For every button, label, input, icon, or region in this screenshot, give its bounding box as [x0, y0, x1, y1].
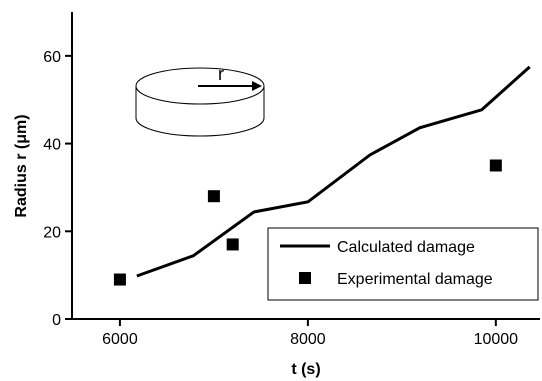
x-tick-label: 6000 — [102, 331, 138, 348]
y-tick-label: 20 — [43, 224, 61, 241]
legend: Calculated damage Experimental damage — [267, 227, 539, 301]
inset-cylinder: r — [135, 64, 265, 137]
y-tick-label: 40 — [43, 137, 61, 154]
y-axis-label: Radius r (μm) — [13, 114, 30, 217]
x-tick-label: 8000 — [290, 331, 326, 348]
data-point — [489, 159, 502, 172]
data-point — [207, 190, 220, 203]
legend-swatch — [299, 272, 311, 284]
data-line — [136, 65, 531, 278]
inset-label: r — [218, 64, 224, 84]
legend-box — [267, 227, 539, 301]
arrow-head — [252, 81, 262, 91]
legend-label: Calculated damage — [337, 239, 475, 256]
x-axis-label: t (s) — [291, 361, 320, 378]
y-tick-label: 0 — [52, 312, 61, 329]
y-tick-label: 60 — [43, 49, 61, 66]
data-point — [226, 238, 239, 251]
data-point — [113, 273, 126, 286]
x-tick-label: 10000 — [474, 331, 519, 348]
legend-label: Experimental damage — [337, 271, 493, 288]
